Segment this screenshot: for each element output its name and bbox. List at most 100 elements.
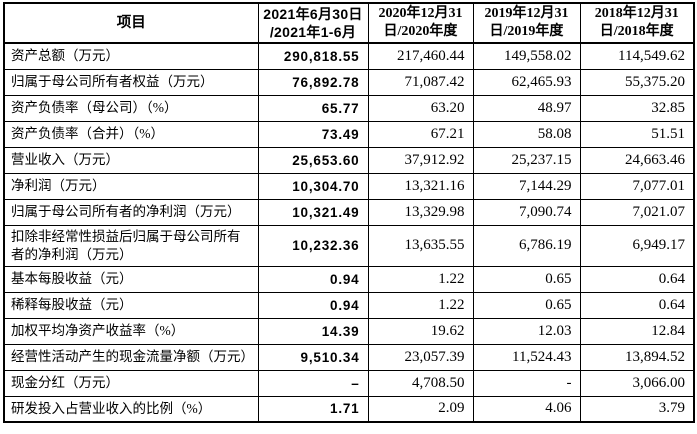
row-label: 稀释每股收益（元） bbox=[3, 291, 259, 319]
value-2018: 3,066.00 bbox=[579, 369, 695, 397]
value-2020: 1.22 bbox=[367, 265, 474, 293]
table-row-net-profit-deducted: 扣除非经常性损益后归属于母公司所有 者的净利润（万元） 10,232.36 13,… bbox=[3, 224, 695, 267]
value-2019: 7,090.74 bbox=[472, 198, 581, 226]
table-row-basic-eps: 基本每股收益（元） 0.94 1.22 0.65 0.64 bbox=[3, 265, 695, 293]
value-2020: 4,708.50 bbox=[367, 369, 474, 397]
value-2018: 3.79 bbox=[579, 395, 695, 423]
row-label: 营业收入（万元） bbox=[3, 146, 259, 174]
value-2019: 12.03 bbox=[472, 317, 581, 345]
value-2020: 67.21 bbox=[367, 120, 474, 148]
header-line: 日/2020年度 bbox=[383, 24, 458, 39]
header-line: 2021年6月30日 bbox=[263, 6, 363, 22]
financial-summary: 项目 2021年6月30日 /2021年1-6月 2020年12月31 日/20… bbox=[3, 2, 695, 423]
value-2019: 0.65 bbox=[472, 265, 581, 293]
table-row-total-assets: 资产总额（万元） 290,818.55 217,460.44 149,558.0… bbox=[3, 42, 695, 70]
row-label: 净利润（万元） bbox=[3, 172, 259, 200]
value-2018: 51.51 bbox=[579, 120, 695, 148]
row-label: 资产总额（万元） bbox=[3, 42, 259, 70]
value-2020: 1.22 bbox=[367, 291, 474, 319]
table-row-net-profit-parent: 归属于母公司所有者的净利润（万元） 10,321.49 13,329.98 7,… bbox=[3, 198, 695, 226]
header-line: 项目 bbox=[116, 15, 146, 31]
value-2021: 10,321.49 bbox=[257, 198, 369, 226]
value-2018: 0.64 bbox=[579, 265, 695, 293]
value-2019: 6,786.19 bbox=[472, 224, 581, 267]
value-2020: 63.20 bbox=[367, 94, 474, 122]
value-2019: 62,465.93 bbox=[472, 68, 581, 96]
value-2019: 48.97 bbox=[472, 94, 581, 122]
value-2018: 55,375.20 bbox=[579, 68, 695, 96]
value-2018: 12.84 bbox=[579, 317, 695, 345]
value-2019: 11,524.43 bbox=[472, 343, 581, 371]
value-2018: 114,549.62 bbox=[579, 42, 695, 70]
value-2019: 7,144.29 bbox=[472, 172, 581, 200]
row-label: 现金分红（万元） bbox=[3, 369, 259, 397]
row-label: 资产负债率（合并）（%） bbox=[3, 120, 259, 148]
header-line: /2021年1-6月 bbox=[269, 24, 357, 40]
header-line: 日/2018年度 bbox=[599, 24, 674, 39]
value-2021: 0.94 bbox=[257, 291, 369, 319]
value-2018: 7,077.01 bbox=[579, 172, 695, 200]
table-row-debt-ratio-consolidated: 资产负债率（合并）（%） 73.49 67.21 58.08 51.51 bbox=[3, 120, 695, 148]
financial-summary-table: 项目 2021年6月30日 /2021年1-6月 2020年12月31 日/20… bbox=[3, 2, 695, 423]
value-2018: 24,663.46 bbox=[579, 146, 695, 174]
table-row-rd-revenue-ratio: 研发投入占营业收入的比例（%） 1.71 2.09 4.06 3.79 bbox=[3, 395, 695, 423]
value-2021: 73.49 bbox=[257, 120, 369, 148]
col-header-2021h1: 2021年6月30日 /2021年1-6月 bbox=[257, 2, 369, 44]
value-2021: 76,892.78 bbox=[257, 68, 369, 96]
table-row-debt-ratio-parent: 资产负债率（母公司）（%） 65.77 63.20 48.97 32.85 bbox=[3, 94, 695, 122]
row-label: 研发投入占营业收入的比例（%） bbox=[3, 395, 259, 423]
table-row-operating-cash-flow: 经营性活动产生的现金流量净额（万元） 9,510.34 23,057.39 11… bbox=[3, 343, 695, 371]
value-2019: 25,237.15 bbox=[472, 146, 581, 174]
value-2018: 6,949.17 bbox=[579, 224, 695, 267]
row-label: 基本每股收益（元） bbox=[3, 265, 259, 293]
table-row-parent-equity: 归属于母公司所有者权益（万元） 76,892.78 71,087.42 62,4… bbox=[3, 68, 695, 96]
value-2021: 14.39 bbox=[257, 317, 369, 345]
table-row-operating-revenue: 营业收入（万元） 25,653.60 37,912.92 25,237.15 2… bbox=[3, 146, 695, 174]
value-2021: – bbox=[257, 369, 369, 397]
col-header-2018: 2018年12月31 日/2018年度 bbox=[579, 2, 695, 44]
value-2019: 58.08 bbox=[472, 120, 581, 148]
value-2020: 37,912.92 bbox=[367, 146, 474, 174]
value-2020: 13,321.16 bbox=[367, 172, 474, 200]
header-row: 项目 2021年6月30日 /2021年1-6月 2020年12月31 日/20… bbox=[3, 2, 695, 44]
header-line: 日/2019年度 bbox=[489, 24, 564, 39]
row-label: 加权平均净资产收益率（%） bbox=[3, 317, 259, 345]
value-2019: 4.06 bbox=[472, 395, 581, 423]
row-label: 资产负债率（母公司）（%） bbox=[3, 94, 259, 122]
value-2021: 10,232.36 bbox=[257, 224, 369, 267]
col-header-item: 项目 bbox=[3, 2, 259, 44]
value-2020: 2.09 bbox=[367, 395, 474, 423]
value-2019: 149,558.02 bbox=[472, 42, 581, 70]
row-label: 扣除非经常性损益后归属于母公司所有 者的净利润（万元） bbox=[3, 224, 259, 267]
value-2021: 0.94 bbox=[257, 265, 369, 293]
value-2020: 23,057.39 bbox=[367, 343, 474, 371]
header-line: 2018年12月31 bbox=[594, 6, 679, 21]
value-2020: 13,635.55 bbox=[367, 224, 474, 267]
value-2018: 7,021.07 bbox=[579, 198, 695, 226]
row-label: 归属于母公司所有者权益（万元） bbox=[3, 68, 259, 96]
value-2021: 9,510.34 bbox=[257, 343, 369, 371]
value-2021: 1.71 bbox=[257, 395, 369, 423]
value-2020: 19.62 bbox=[367, 317, 474, 345]
row-label: 经营性活动产生的现金流量净额（万元） bbox=[3, 343, 259, 371]
header-line: 2020年12月31 bbox=[378, 6, 463, 21]
table-row-diluted-eps: 稀释每股收益（元） 0.94 1.22 0.65 0.64 bbox=[3, 291, 695, 319]
row-label: 归属于母公司所有者的净利润（万元） bbox=[3, 198, 259, 226]
value-2018: 32.85 bbox=[579, 94, 695, 122]
value-2021: 290,818.55 bbox=[257, 42, 369, 70]
value-2020: 217,460.44 bbox=[367, 42, 474, 70]
table-row-cash-dividend: 现金分红（万元） – 4,708.50 - 3,066.00 bbox=[3, 369, 695, 397]
value-2020: 71,087.42 bbox=[367, 68, 474, 96]
value-2019: 0.65 bbox=[472, 291, 581, 319]
value-2018: 0.64 bbox=[579, 291, 695, 319]
col-header-2019: 2019年12月31 日/2019年度 bbox=[472, 2, 581, 44]
table-row-net-profit: 净利润（万元） 10,304.70 13,321.16 7,144.29 7,0… bbox=[3, 172, 695, 200]
header-line: 2019年12月31 bbox=[484, 6, 569, 21]
col-header-2020: 2020年12月31 日/2020年度 bbox=[367, 2, 474, 44]
value-2020: 13,329.98 bbox=[367, 198, 474, 226]
value-2021: 10,304.70 bbox=[257, 172, 369, 200]
value-2021: 25,653.60 bbox=[257, 146, 369, 174]
value-2021: 65.77 bbox=[257, 94, 369, 122]
value-2019: - bbox=[472, 369, 581, 397]
value-2018: 13,894.52 bbox=[579, 343, 695, 371]
